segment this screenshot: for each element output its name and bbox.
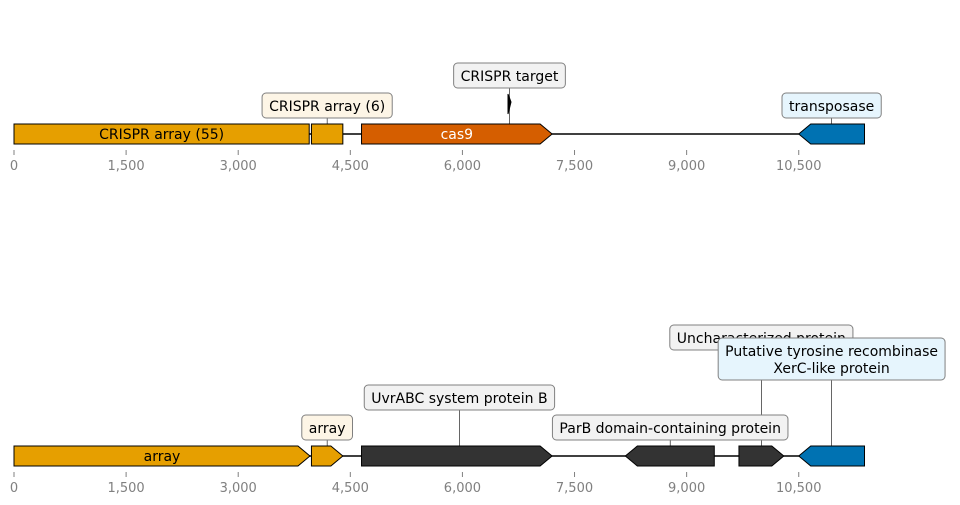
annotation: UvrABC system protein B (363, 384, 556, 411)
gene-feature (361, 123, 553, 145)
x-tick-label: 10,500 (776, 159, 822, 174)
x-tick-label: 7,500 (556, 481, 593, 496)
gene-feature (797, 123, 866, 145)
annotation-text: CRISPR array (6) (269, 99, 385, 115)
x-tick-label: 1,500 (107, 159, 144, 174)
annotation-text: UvrABC system protein B (371, 391, 547, 407)
annotation-box (363, 384, 556, 411)
x-tick-label: 0 (10, 481, 18, 496)
x-tick-label: 0 (10, 159, 18, 174)
annotation: transposase (781, 92, 882, 119)
gene-feature (310, 445, 344, 467)
track-2: 0 1,500 3,000 4,500 6,000 7,500 9,000 10,500 arr… (10, 324, 946, 496)
annotation-text: CRISPR target (461, 69, 559, 85)
gene-feature (797, 445, 866, 467)
annotation-box (717, 337, 946, 381)
annotation: CRISPR target (453, 62, 566, 89)
annotation: ParB domain-containing protein (551, 414, 789, 441)
annotation-text: Putative tyrosine recombinase (725, 344, 938, 360)
x-tick-label: 4,500 (332, 481, 369, 496)
track-1: 0 1,500 3,000 4,500 6,000 7,500 9,000 10,500 CRI… (10, 62, 882, 174)
feature-label: cas9 (441, 127, 473, 143)
annotation-box (551, 414, 789, 441)
x-tick-label: 10,500 (776, 481, 822, 496)
annotation-text: transposase (789, 99, 874, 115)
x-tick-label: 3,000 (220, 159, 257, 174)
x-tick-label: 9,000 (668, 159, 705, 174)
annotation-box (261, 92, 393, 119)
x-tick-label: 1,500 (107, 481, 144, 496)
gene-feature (310, 123, 344, 145)
gene-feature (738, 445, 785, 467)
gene-feature (13, 123, 310, 145)
feature-label: array (144, 449, 181, 465)
gene-feature (13, 445, 311, 467)
annotation-box (453, 62, 566, 89)
annotation: array (301, 414, 354, 441)
feature-label: CRISPR array (55) (99, 127, 224, 143)
x-tick-label: 9,000 (668, 481, 705, 496)
x-tick-label: 7,500 (556, 159, 593, 174)
annotation-text: array (309, 421, 346, 437)
x-tick-label: 6,000 (444, 481, 481, 496)
x-tick-label: 3,000 (220, 481, 257, 496)
annotation-text: XerC-like protein (773, 361, 889, 377)
annotation-box (301, 414, 354, 441)
gene-feature (624, 445, 715, 467)
gene-feature (361, 445, 553, 467)
annotation: CRISPR array (6) (261, 92, 393, 119)
x-tick-label: 6,000 (444, 159, 481, 174)
annotation-text: ParB domain-containing protein (559, 421, 781, 437)
annotation-box (781, 92, 882, 119)
x-tick-label: 4,500 (332, 159, 369, 174)
